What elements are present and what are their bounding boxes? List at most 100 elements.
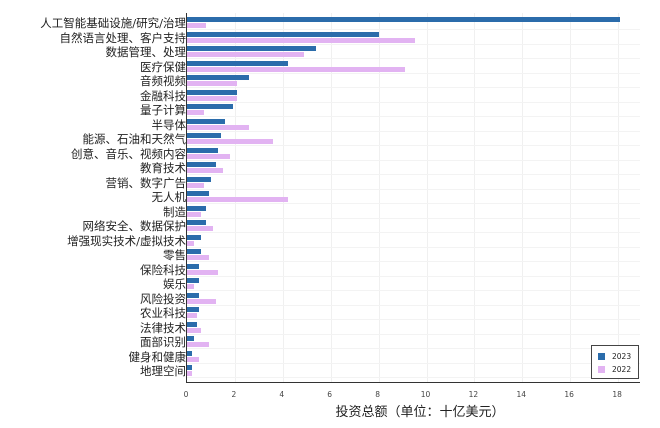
category-label: 量子计算 xyxy=(140,103,186,117)
bar-2023 xyxy=(187,162,216,167)
bar-2023 xyxy=(187,249,202,254)
category-label: 自然语言处理、客户支持 xyxy=(59,30,187,45)
gridline xyxy=(474,13,476,382)
row-gridline xyxy=(187,29,640,30)
row-gridline xyxy=(187,116,640,117)
bar-2022 xyxy=(187,37,415,43)
category-label: 制造 xyxy=(163,204,186,219)
bar-2023 xyxy=(187,336,195,341)
bar-2023 xyxy=(187,147,219,153)
category-label: 农业科技 xyxy=(140,306,186,320)
bar-2022 xyxy=(187,52,305,57)
bar-2022 xyxy=(187,95,238,101)
bar-2023 xyxy=(187,278,199,283)
x-tick-label: 4 xyxy=(279,390,285,399)
x-tick-label: 2 xyxy=(231,390,237,399)
row-gridline xyxy=(187,290,640,291)
category-label: 音频视频 xyxy=(140,74,186,88)
gridline xyxy=(570,13,572,382)
category-label: 人工智能基础设施/研究/治理 xyxy=(40,16,186,30)
bar-2022 xyxy=(187,23,207,28)
bar-2023 xyxy=(187,321,197,327)
category-label: 面部识别 xyxy=(140,335,186,349)
category-label: 健身和健康 xyxy=(128,349,187,364)
x-axis-label: 投资总额（单位：十亿美元） xyxy=(335,405,505,420)
bar-2022 xyxy=(187,371,192,376)
x-tick-label: 18 xyxy=(612,390,622,399)
bar-2023 xyxy=(187,17,621,22)
gridline xyxy=(378,13,380,382)
bar-2022 xyxy=(187,139,274,144)
bar-2022 xyxy=(187,110,204,115)
bar-2023 xyxy=(187,31,379,37)
bar-2023 xyxy=(187,350,192,356)
row-gridline xyxy=(187,101,640,103)
bar-2022 xyxy=(187,197,288,202)
category-label: 半导体 xyxy=(151,117,187,132)
row-gridline xyxy=(187,275,640,277)
bar-2023 xyxy=(187,104,233,109)
gridline xyxy=(522,13,524,382)
bar-2023 xyxy=(187,118,226,124)
bar-2022 xyxy=(187,356,199,362)
bar-2022 xyxy=(187,81,238,86)
bar-2023 xyxy=(187,205,207,211)
row-gridline xyxy=(187,377,640,378)
bar-2022 xyxy=(187,269,219,275)
row-gridline xyxy=(187,188,640,190)
bar-2023 xyxy=(187,60,288,66)
bar-2022 xyxy=(187,182,204,188)
gridline xyxy=(426,13,428,382)
category-label: 金融科技 xyxy=(140,88,186,103)
row-gridline xyxy=(187,348,640,349)
plot-area xyxy=(186,13,640,383)
bar-2022 xyxy=(187,240,195,246)
bar-2022 xyxy=(187,66,405,72)
row-gridline xyxy=(187,232,640,233)
legend-swatch-2023 xyxy=(598,353,605,360)
bar-2023 xyxy=(187,191,209,196)
bar-2022 xyxy=(187,168,223,173)
bar-2022 xyxy=(187,342,209,347)
category-label: 风险投资 xyxy=(140,291,186,306)
category-label: 数据管理、处理 xyxy=(105,45,187,59)
legend-label-2022: 2022 xyxy=(612,365,632,374)
bar-2022 xyxy=(187,211,202,217)
gridline xyxy=(330,13,332,382)
category-label: 法律技术 xyxy=(140,320,186,335)
category-label: 教育技术 xyxy=(140,161,186,175)
bar-2023 xyxy=(187,307,199,312)
x-tick-label: 16 xyxy=(564,390,574,399)
gridline xyxy=(618,13,620,382)
row-gridline xyxy=(187,246,640,248)
bar-2022 xyxy=(187,153,231,159)
bar-2022 xyxy=(187,124,250,130)
bar-2023 xyxy=(187,234,202,240)
legend-item-2023: 2023 xyxy=(598,352,631,361)
bar-2023 xyxy=(187,263,199,269)
row-gridline xyxy=(187,362,640,364)
x-tick-label: 8 xyxy=(375,390,380,399)
bar-2023 xyxy=(187,365,192,370)
category-label: 地理空间 xyxy=(140,364,186,378)
row-gridline xyxy=(187,319,640,320)
row-gridline xyxy=(187,145,640,146)
bar-2023 xyxy=(187,89,238,95)
x-tick-label: 10 xyxy=(420,390,431,399)
category-label: 创意、音乐、视频内容 xyxy=(71,146,186,161)
bar-2023 xyxy=(187,176,211,182)
x-tick-label: 0 xyxy=(183,390,189,399)
row-gridline xyxy=(187,43,640,45)
bar-2022 xyxy=(187,226,214,231)
row-gridline xyxy=(187,72,640,74)
row-gridline xyxy=(187,174,640,175)
row-gridline xyxy=(187,304,640,306)
bar-2022 xyxy=(187,298,216,304)
category-label: 网络安全、数据保护 xyxy=(82,219,187,233)
category-label: 增强现实技术/虚拟技术 xyxy=(67,233,186,248)
legend-item-2022: 2022 xyxy=(598,365,631,374)
legend-swatch-2022 xyxy=(598,366,605,373)
bar-2023 xyxy=(187,75,250,80)
row-gridline xyxy=(187,203,640,204)
